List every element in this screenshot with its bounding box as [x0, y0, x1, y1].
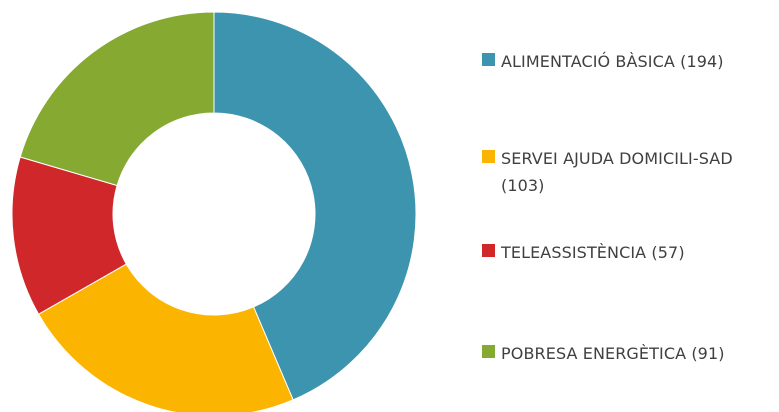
legend-item-alimentacio-basica: ALIMENTACIÓ BÀSICA (194): [482, 48, 777, 75]
legend-item-teleassistencia: TELEASSISTÈNCIA (57): [482, 239, 777, 266]
legend-swatch: [482, 345, 495, 358]
donut-slice-alimentacio-basica: [213, 11, 417, 401]
legend-label: TELEASSISTÈNCIA (57): [501, 243, 685, 262]
legend-item-pobresa-energetica: POBRESA ENERGÈTICA (91): [482, 340, 777, 367]
donut-slice-servei-ajuda-domicili-sad: [37, 263, 294, 412]
legend-swatch: [482, 150, 495, 163]
donut-slice-pobresa-energetica: [19, 11, 215, 187]
legend-swatch: [482, 53, 495, 66]
legend-item-servei-ajuda-domicili-sad: SERVEI AJUDA DOMICILI-SAD (103): [482, 145, 777, 199]
legend-label: SERVEI AJUDA DOMICILI-SAD (103): [501, 149, 733, 195]
chart-legend: ALIMENTACIÓ BÀSICA (194) SERVEI AJUDA DO…: [482, 0, 777, 412]
legend-swatch: [482, 244, 495, 257]
legend-label: ALIMENTACIÓ BÀSICA (194): [501, 52, 724, 71]
donut-plot: [11, 11, 417, 412]
legend-label: POBRESA ENERGÈTICA (91): [501, 344, 725, 363]
